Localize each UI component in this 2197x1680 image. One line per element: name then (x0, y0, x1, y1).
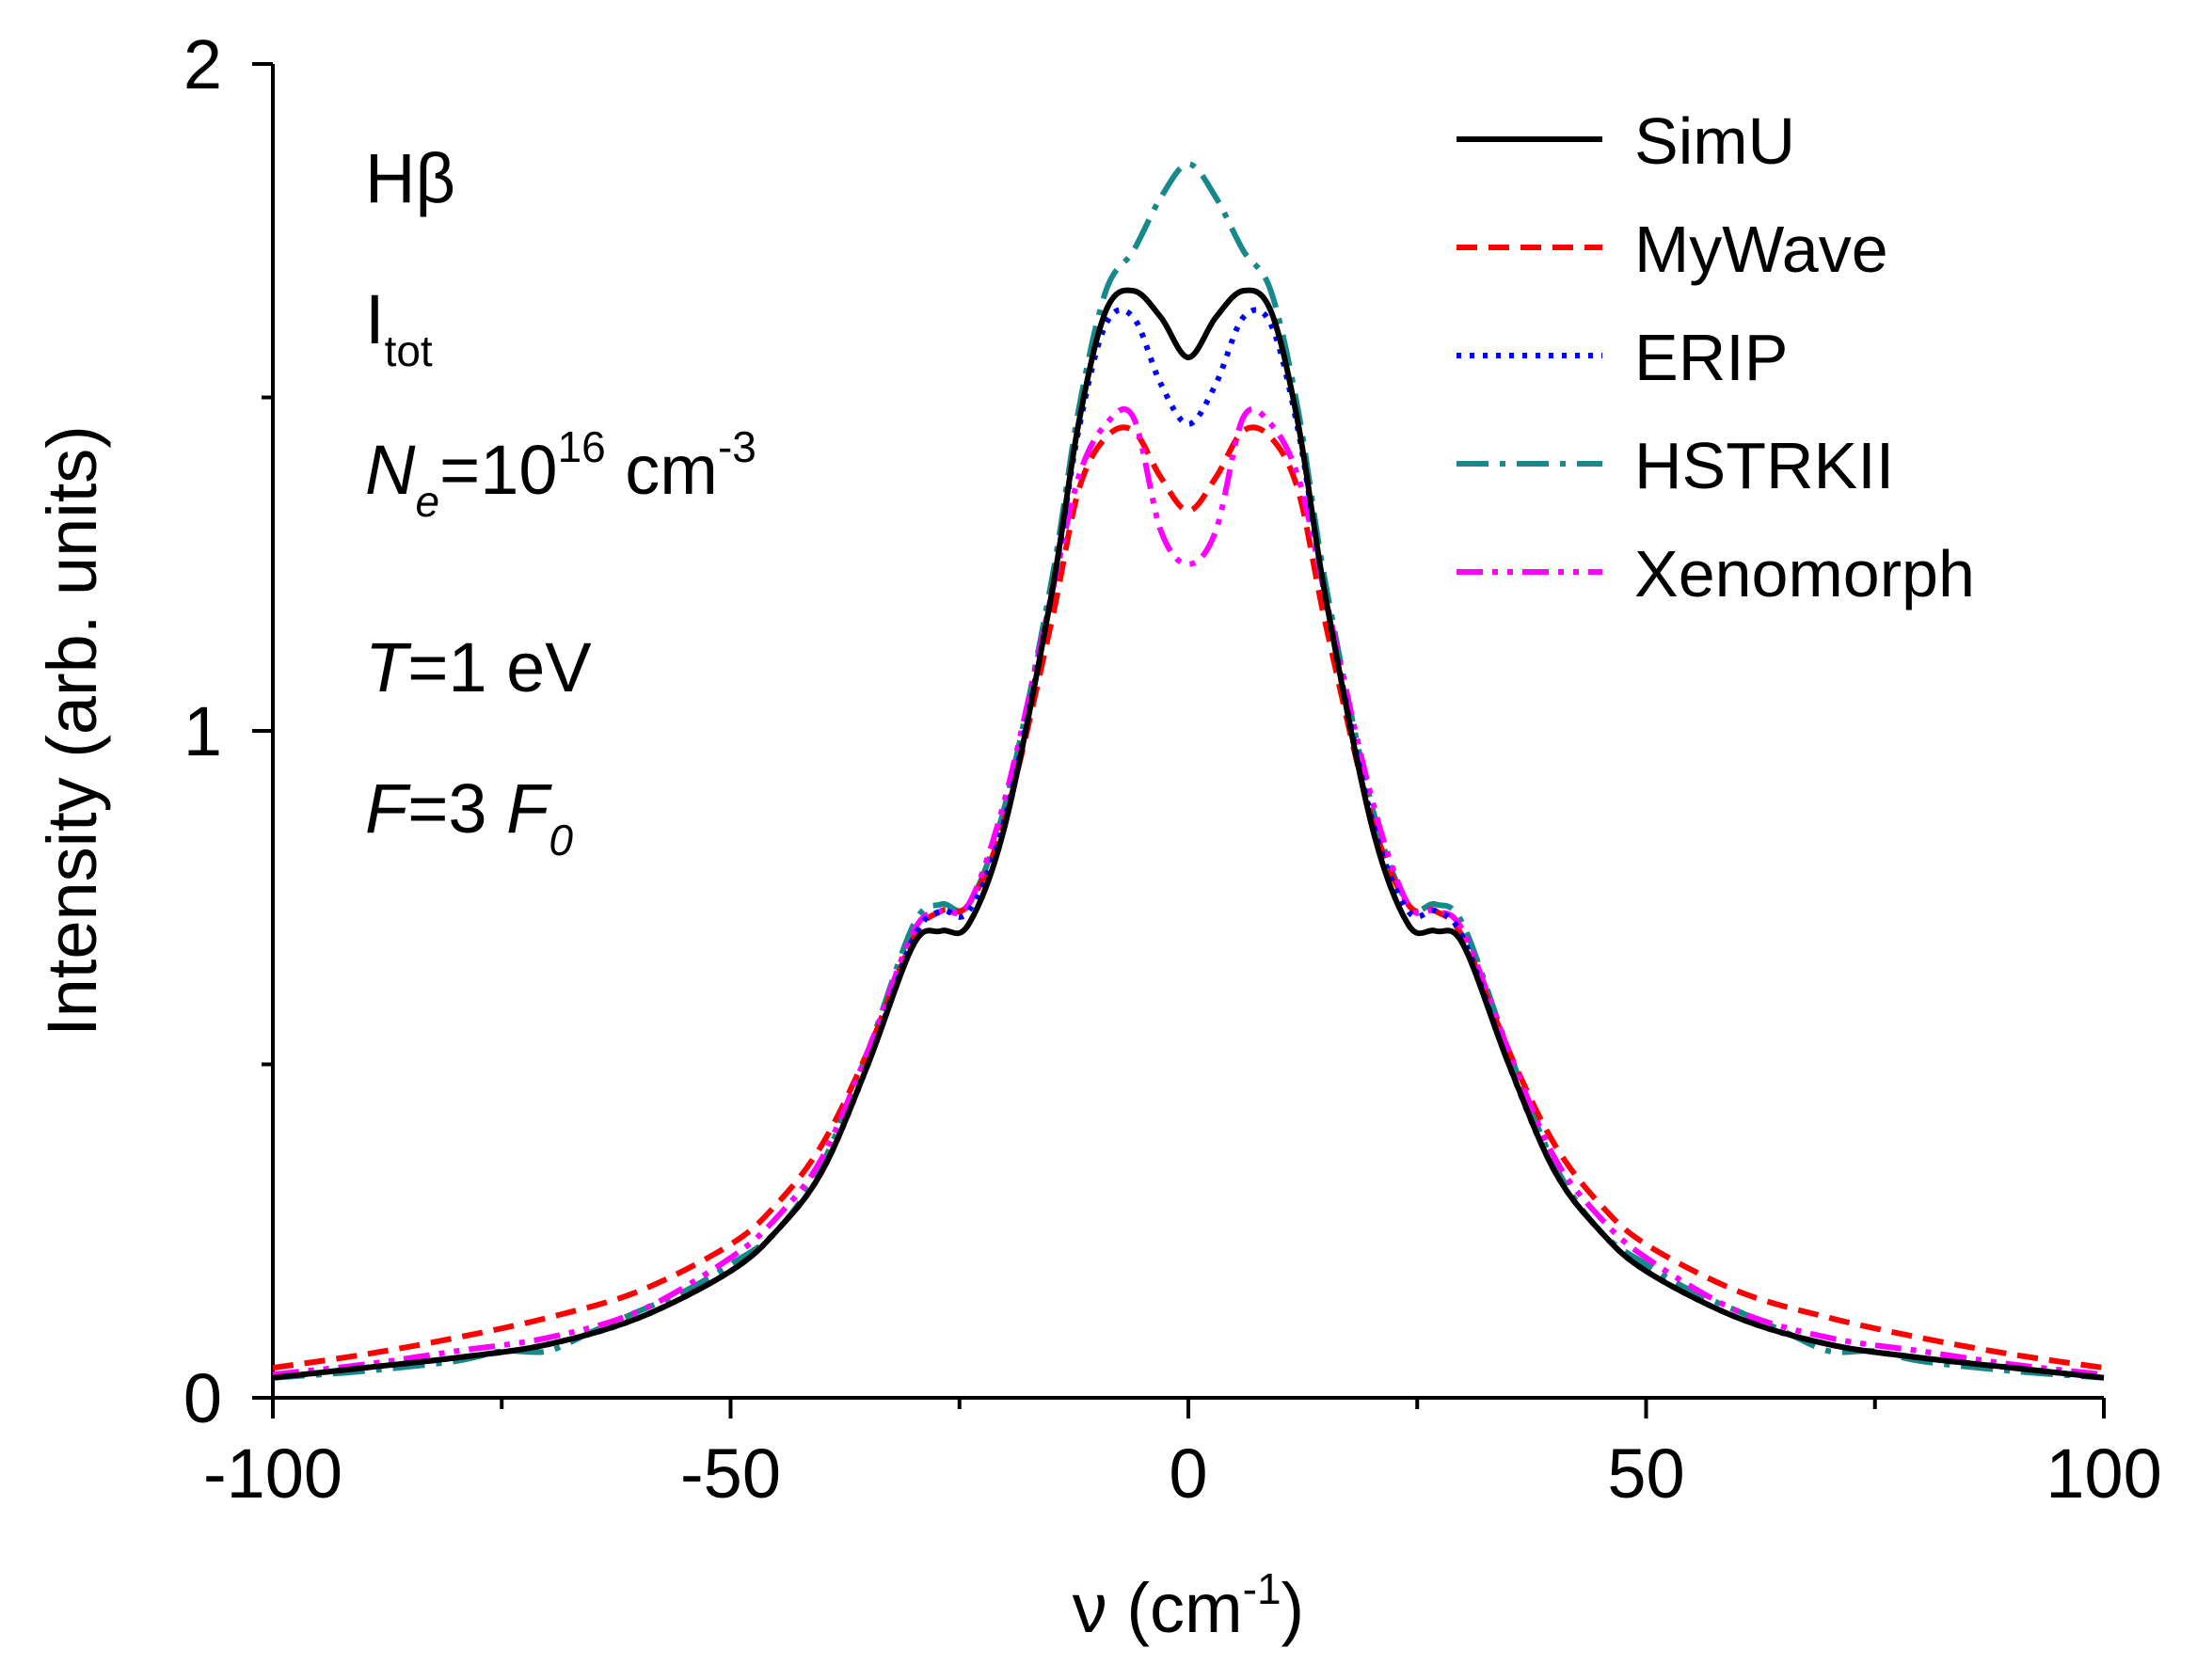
x-tick-label: -50 (680, 1434, 781, 1513)
y-tick-label: 0 (183, 1359, 222, 1437)
legend-label-xenomorph: Xenomorph (1634, 537, 1975, 610)
x-axis-label: ν (cm-1) (1073, 1564, 1304, 1647)
series-layer (272, 161, 2105, 1381)
y-tick-label: 2 (183, 25, 222, 103)
legend-label-mywave: MyWave (1634, 213, 1888, 286)
x-tick-label: 100 (2046, 1434, 2161, 1513)
annotation-line: Hβ (365, 139, 455, 217)
x-axis-label-tail: ) (1282, 1569, 1305, 1647)
x-ticks: -100 -50 0 50 100 (203, 1398, 2162, 1513)
series-line-xenomorph (272, 405, 2105, 1378)
y-tick-label: 1 (183, 692, 222, 770)
x-axis-label-main: ν (cm (1073, 1569, 1243, 1647)
annotations: Hβ Itot Ne=1016 cm-3 T=1 eV F=3 F0 (365, 139, 756, 864)
series-line-simu (272, 287, 2105, 1381)
legend: SimU MyWave ERIP HSTRKII Xenomorph (1457, 104, 1975, 610)
annotation-intensity: Itot (365, 280, 433, 375)
legend-label-simu: SimU (1634, 104, 1795, 178)
x-axis-label-sup: -1 (1243, 1564, 1282, 1613)
annotation-field: F=3 F0 (365, 769, 573, 864)
y-axis-label: Intensity (arb. units) (33, 425, 111, 1037)
plot-area (271, 64, 2105, 1400)
y-ticks: 0 1 2 (183, 25, 273, 1437)
series-line-hstrkii (272, 161, 2105, 1381)
x-tick-label: -100 (203, 1434, 342, 1513)
legend-label-hstrkii: HSTRKII (1634, 429, 1894, 502)
x-tick-label: 0 (1169, 1434, 1207, 1513)
legend-label-erip: ERIP (1634, 321, 1788, 394)
annotation-density: Ne=1016 cm-3 (365, 422, 756, 526)
annotation-temperature: T=1 eV (365, 628, 592, 706)
x-tick-label: 50 (1607, 1434, 1684, 1513)
